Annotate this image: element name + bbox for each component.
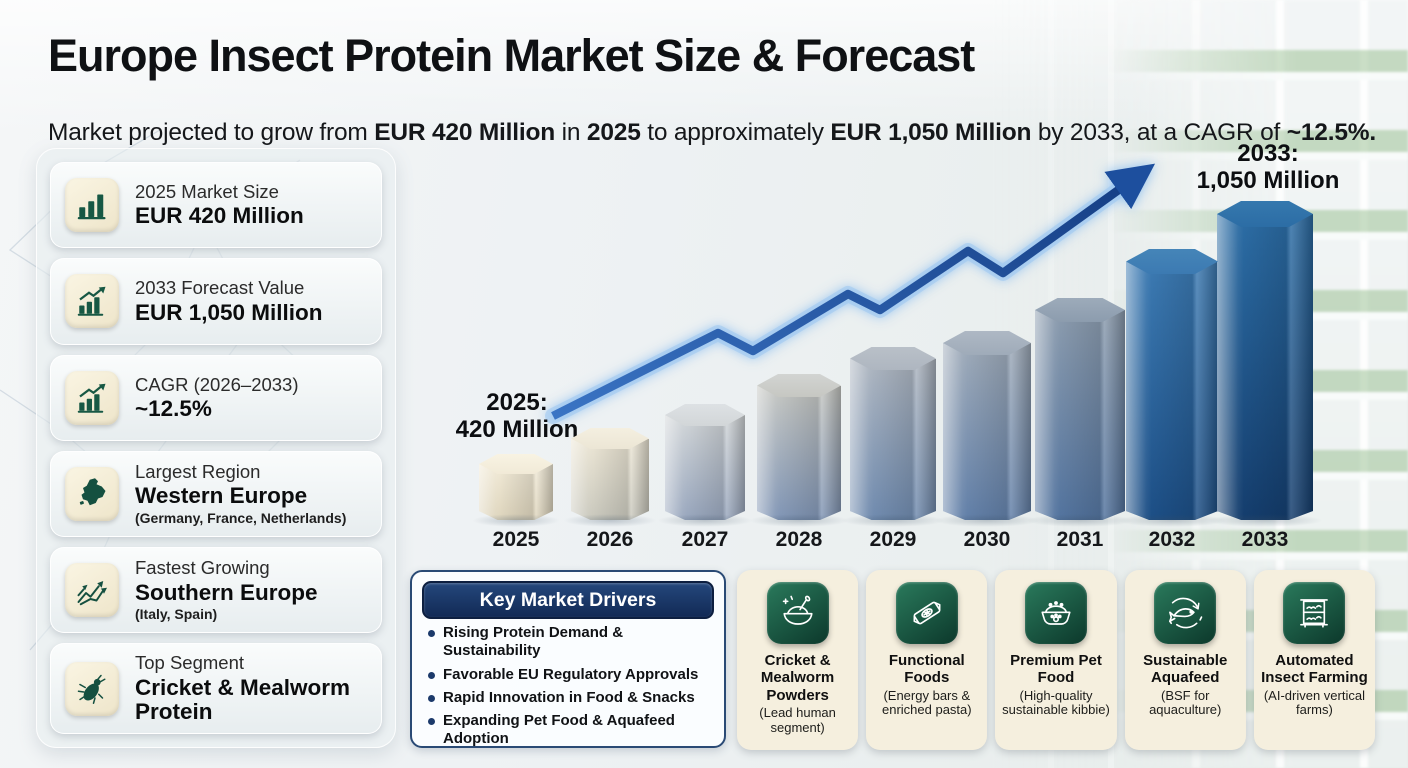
- drivers-title: Key Market Drivers: [422, 581, 714, 619]
- segment-subtext: (Energy bars & enriched pasta): [881, 687, 972, 718]
- bar-year-label: 2033: [1241, 528, 1289, 551]
- europe-map-icon: [65, 466, 119, 521]
- stat-card-cagr: CAGR (2026–2033) ~12.5%: [50, 354, 382, 441]
- stat-card-2033-forecast: 2033 Forecast Value EUR 1,050 Million: [50, 258, 382, 345]
- segment-card-functional-foods: Functional Foods (Energy bars & enriched…: [866, 570, 988, 750]
- stat-value: EUR 1,050 Million: [135, 299, 323, 325]
- bar-year-label: 2030: [963, 528, 1011, 551]
- energy-bar-icon: [895, 582, 958, 644]
- segment-title: Sustainable Aquafeed: [1143, 652, 1228, 687]
- subtitle-segment: in: [555, 118, 587, 146]
- segment-subtext: (BSF for aquaculture): [1149, 687, 1222, 718]
- bar-year-label: 2026: [586, 528, 634, 551]
- insect-icon: [65, 661, 119, 716]
- bar-year-label: 2031: [1056, 528, 1104, 551]
- bar-prism: [1116, 249, 1228, 527]
- bar-year-label: 2028: [775, 528, 823, 551]
- bullet-dot-icon: [428, 718, 435, 726]
- chart-annotation-2025: 2025: 420 Million: [455, 389, 579, 443]
- stat-label: Fastest Growing: [135, 557, 270, 579]
- segment-title: Functional Foods: [888, 652, 965, 687]
- bar-chart-icon: [65, 178, 119, 233]
- stat-card-top-segment: Top Segment Cricket & Mealworm Protein: [50, 643, 382, 735]
- stats-panel: 2025 Market Size EUR 420 Million 2033 Fo…: [36, 148, 396, 748]
- fish-aquafeed-icon: [1154, 582, 1217, 644]
- stat-label: CAGR (2026–2033): [135, 373, 299, 395]
- stat-card-largest-region: Largest Region Western Europe (Germany, …: [50, 450, 382, 537]
- subtitle-segment: ~12.5%.: [1286, 118, 1376, 146]
- stat-value: Southern Europe: [135, 579, 318, 605]
- page-subtitle: Market projected to grow from EUR 420 Mi…: [48, 119, 1376, 147]
- bar-year-label: 2025: [492, 528, 540, 551]
- bar-prism: [934, 331, 1040, 527]
- bar-prism: [657, 404, 753, 527]
- segment-card-automated-insect-farming: Automated Insect Farming (AI-driven vert…: [1253, 570, 1376, 750]
- subtitle-segment: by 2033, at a CAGR of: [1031, 118, 1287, 146]
- bar-prism: [841, 347, 945, 527]
- trending-bar-chart-icon: [65, 274, 119, 329]
- segment-subtext: (Lead human segment): [759, 704, 836, 735]
- segment-cards-row: Cricket & Mealworm Powders (Lead human s…: [737, 570, 1376, 750]
- chart-bar-2033: 2033: [1207, 140, 1323, 552]
- bar-prism: [748, 374, 850, 527]
- segment-subtext: (AI-driven vertical farms): [1263, 687, 1365, 718]
- chart-annotation-2033: 2033: 1,050 Million: [1196, 140, 1340, 194]
- page-title: Europe Insect Protein Market Size & Fore…: [48, 30, 975, 81]
- driver-item: Expanding Pet Food & Aquafeed Adoption: [428, 712, 712, 749]
- bar-year-label: 2029: [869, 528, 917, 551]
- bullet-dot-icon: [428, 630, 435, 637]
- bullet-dot-icon: [428, 671, 435, 679]
- drivers-list: Rising Protein Demand & Sustainability F…: [412, 624, 724, 749]
- stat-value: Western Europe: [135, 483, 308, 509]
- stat-label: Largest Region: [135, 461, 261, 483]
- bar-prism: [563, 428, 657, 527]
- bar-prism: [1026, 298, 1134, 527]
- segment-card-premium-pet-food: Premium Pet Food (High-quality sustainab…: [995, 570, 1117, 750]
- stat-subtext: (Italy, Spain): [135, 606, 218, 623]
- segment-card-sustainable-aquafeed: Sustainable Aquafeed (BSF for aquacultur…: [1124, 570, 1246, 750]
- bar-prism: [1207, 201, 1323, 527]
- bowl-spoon-icon: [766, 582, 829, 644]
- trending-bar-chart-icon: [65, 370, 119, 425]
- chart-bar-2032: 2032: [1116, 140, 1228, 552]
- driver-item: Favorable EU Regulatory Approvals: [428, 666, 712, 684]
- growth-arrows-icon: [65, 563, 119, 618]
- vertical-farm-rack-icon: [1283, 582, 1346, 644]
- bullet-dot-icon: [428, 694, 435, 702]
- key-market-drivers-box: Key Market Drivers Rising Protein Demand…: [410, 570, 726, 748]
- forecast-bar-chart: 2025 2026 2027 2028 2029 2030 2031 2032 2033: [430, 140, 1380, 552]
- chart-bar-2025: 2025: [461, 140, 571, 552]
- segment-subtext: (High-quality sustainable kibbie): [1002, 687, 1110, 718]
- pet-bowl-icon: [1025, 582, 1087, 644]
- driver-item: Rapid Innovation in Food & Snacks: [428, 689, 712, 707]
- bar-prism: [471, 454, 561, 527]
- chart-bar-2026: 2026: [555, 140, 665, 552]
- bar-year-label: 2027: [681, 528, 729, 551]
- stat-subtext: (Germany, France, Netherlands): [135, 510, 347, 527]
- subtitle-segment: EUR 1,050 Million: [830, 118, 1032, 146]
- stat-value: Cricket & Mealworm Protein: [135, 674, 351, 725]
- subtitle-segment: to approximately: [640, 118, 831, 146]
- bar-year-label: 2032: [1148, 528, 1196, 551]
- subtitle-segment: 2025: [586, 118, 641, 146]
- stat-value: ~12.5%: [135, 395, 212, 421]
- segment-title: Cricket & Mealworm Powders: [760, 652, 835, 704]
- driver-item: Rising Protein Demand & Sustainability: [428, 624, 712, 661]
- stat-card-2025-market-size: 2025 Market Size EUR 420 Million: [50, 162, 382, 249]
- segment-title: Premium Pet Food: [1010, 652, 1102, 687]
- stat-card-fastest-growing: Fastest Growing Southern Europe (Italy, …: [50, 547, 382, 634]
- segment-card-cricket-mealworm-powders: Cricket & Mealworm Powders (Lead human s…: [737, 570, 859, 750]
- stat-label: 2025 Market Size: [135, 181, 279, 203]
- segment-title: Automated Insect Farming: [1261, 652, 1368, 687]
- stat-value: EUR 420 Million: [135, 203, 304, 229]
- stat-label: Top Segment: [135, 652, 245, 674]
- subtitle-segment: EUR 420 Million: [374, 118, 556, 146]
- subtitle-segment: Market projected to grow from: [48, 118, 375, 146]
- stat-label: 2033 Forecast Value: [135, 277, 305, 299]
